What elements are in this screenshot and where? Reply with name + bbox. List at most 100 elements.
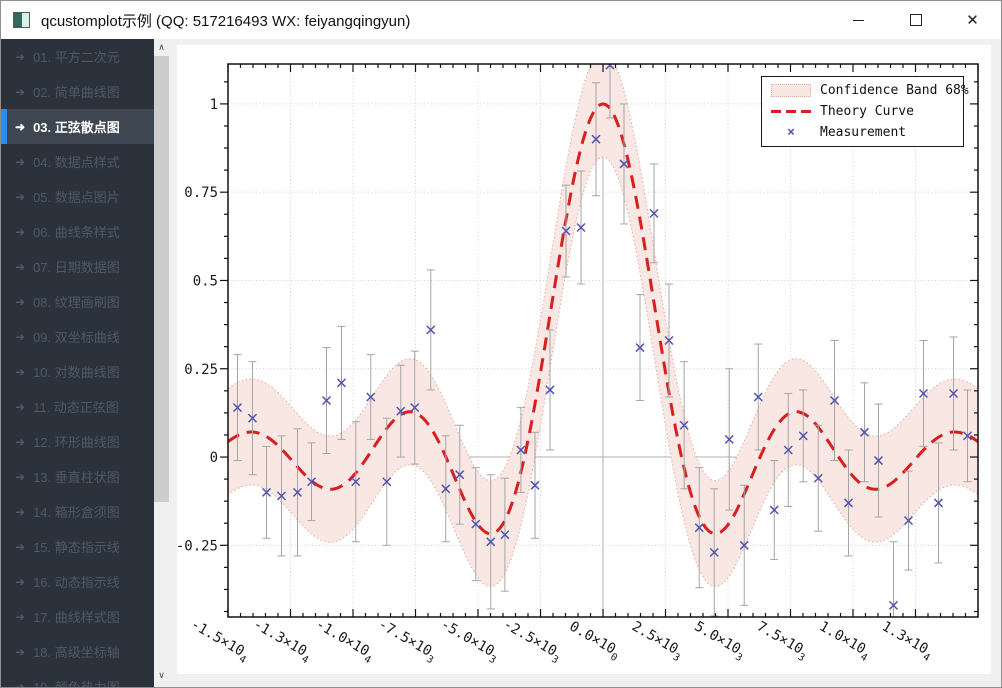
svg-text:0.0×100: 0.0×100 <box>564 618 623 664</box>
arrow-icon: ➜ <box>15 84 26 99</box>
minimize-button[interactable] <box>830 1 887 39</box>
arrow-icon: ➜ <box>15 189 26 204</box>
legend-item-theory-curve: Theory Curve <box>762 102 963 122</box>
sidebar-item-06[interactable]: ➜ 06. 曲线条样式 <box>1 214 154 249</box>
maximize-icon <box>909 14 922 26</box>
legend-item-confidence-band: Confidence Band 68% <box>762 80 969 100</box>
sidebar-item-label: 01. 平方二次元 <box>33 50 120 65</box>
arrow-icon: ➜ <box>15 154 26 169</box>
maximize-button[interactable] <box>887 1 944 39</box>
sidebar-item-label: 19. 颜色热力图 <box>33 677 120 687</box>
sidebar-item-09[interactable]: ➜ 09. 双坐标曲线 <box>1 319 154 354</box>
sidebar-item-label: 18. 高级坐标轴 <box>33 645 120 660</box>
legend-item-measurement: × Measurement <box>787 125 907 141</box>
sidebar-scrollbar[interactable]: ∧ ∨ <box>154 39 169 687</box>
sidebar-item-01[interactable]: ➜ 01. 平方二次元 <box>1 39 154 74</box>
sidebar-item-03[interactable]: ➜ 03. 正弦散点图 <box>1 109 154 144</box>
arrow-icon: ➜ <box>15 504 26 519</box>
arrow-icon: ➜ <box>15 609 26 624</box>
scroll-up-icon[interactable]: ∧ <box>154 39 169 55</box>
svg-text:1.3×104: 1.3×104 <box>877 618 936 664</box>
arrow-icon: ➜ <box>15 259 26 274</box>
title-bar: qcustomplot示例 (QQ: 517216493 WX: feiyang… <box>1 1 1001 39</box>
sidebar-item-label: 12. 环形曲线图 <box>33 435 120 450</box>
sidebar-item-label: 06. 曲线条样式 <box>33 225 120 240</box>
sidebar: ➜ 01. 平方二次元 ➜ 02. 简单曲线图 ➜ 03. 正弦散点图 ➜ 04. 数据点样式… <box>1 39 169 687</box>
sidebar-item-label: 07. 日期数据图 <box>33 260 120 275</box>
arrow-icon: ➜ <box>15 119 26 134</box>
sidebar-item-label: 10. 对数曲线图 <box>33 365 120 380</box>
sidebar-item-label: 05. 数据点图片 <box>33 190 120 205</box>
sidebar-item-04[interactable]: ➜ 04. 数据点样式 <box>1 144 154 179</box>
svg-text:1.0×104: 1.0×104 <box>814 618 873 664</box>
scrollbar-thumb[interactable] <box>154 56 169 502</box>
sidebar-item-16[interactable]: ➜ 16. 动态指示线 <box>1 564 154 599</box>
sidebar-item-05[interactable]: ➜ 05. 数据点图片 <box>1 179 154 214</box>
svg-text:5.0×103: 5.0×103 <box>689 618 748 664</box>
close-icon: ✕ <box>966 11 979 29</box>
arrow-icon: ➜ <box>15 574 26 589</box>
svg-text:2.5×103: 2.5×103 <box>627 618 686 664</box>
svg-text:0: 0 <box>210 450 218 466</box>
sidebar-item-label: 03. 正弦散点图 <box>33 120 120 135</box>
main-area: -0.25 0 0.25 0.5 0.75 1 -1.5×104 -1.3×104 -1.0×1… <box>169 39 1001 687</box>
minimize-icon <box>853 19 864 21</box>
close-button[interactable]: ✕ <box>944 1 1001 39</box>
sidebar-item-label: 15. 静态指示线 <box>33 540 120 555</box>
sidebar-item-13[interactable]: ➜ 13. 垂直柱状图 <box>1 459 154 494</box>
sidebar-item-07[interactable]: ➜ 07. 日期数据图 <box>1 249 154 284</box>
x-marker-swatch-icon: × <box>787 125 795 141</box>
sidebar-item-label: 02. 简单曲线图 <box>33 85 120 100</box>
arrow-icon: ➜ <box>15 224 26 239</box>
svg-text:-1.5×104: -1.5×104 <box>186 616 252 666</box>
sidebar-item-12[interactable]: ➜ 12. 环形曲线图 <box>1 424 154 459</box>
sidebar-item-17[interactable]: ➜ 17. 曲线样式图 <box>1 599 154 634</box>
svg-text:-1.3×104: -1.3×104 <box>248 616 314 666</box>
window-title: qcustomplot示例 (QQ: 517216493 WX: feiyang… <box>41 13 411 30</box>
svg-text:-7.5×103: -7.5×103 <box>373 616 439 666</box>
arrow-icon: ➜ <box>15 469 26 484</box>
sidebar-item-label: 14. 箱形盒须图 <box>33 505 120 520</box>
sidebar-item-11[interactable]: ➜ 11. 动态正弦图 <box>1 389 154 424</box>
sidebar-item-label: 08. 纹理画刷图 <box>33 295 120 310</box>
sidebar-item-label: 11. 动态正弦图 <box>33 400 119 415</box>
sidebar-item-18[interactable]: ➜ 18. 高级坐标轴 <box>1 634 154 669</box>
sidebar-item-label: 16. 动态指示线 <box>33 575 120 590</box>
svg-text:-1.0×104: -1.0×104 <box>311 616 377 666</box>
app-icon <box>13 12 30 28</box>
dashed-line-swatch-icon <box>771 110 811 113</box>
svg-text:7.5×103: 7.5×103 <box>752 618 811 664</box>
sidebar-item-19[interactable]: ➜ 19. 颜色热力图 <box>1 669 154 688</box>
arrow-icon: ➜ <box>15 329 26 344</box>
arrow-icon: ➜ <box>15 679 26 688</box>
confidence-band-swatch-icon <box>771 83 811 97</box>
sidebar-item-15[interactable]: ➜ 15. 静态指示线 <box>1 529 154 564</box>
arrow-icon: ➜ <box>15 644 26 659</box>
sidebar-item-label: 04. 数据点样式 <box>33 155 120 170</box>
sidebar-item-08[interactable]: ➜ 08. 纹理画刷图 <box>1 284 154 319</box>
arrow-icon: ➜ <box>15 49 26 64</box>
sidebar-item-label: 17. 曲线样式图 <box>33 610 120 625</box>
sidebar-item-label: 13. 垂直柱状图 <box>33 470 120 485</box>
svg-text:1: 1 <box>210 97 218 113</box>
sidebar-item-label: 09. 双坐标曲线 <box>33 330 120 345</box>
arrow-icon: ➜ <box>15 294 26 309</box>
sinc-scatter-plot-canvas[interactable]: -0.25 0 0.25 0.5 0.75 1 -1.5×104-1.3×104-1.0×1… <box>177 45 991 674</box>
sidebar-menu: ➜ 01. 平方二次元 ➜ 02. 简单曲线图 ➜ 03. 正弦散点图 ➜ 04. 数据点样式… <box>1 39 154 687</box>
svg-text:0.75: 0.75 <box>184 185 218 201</box>
svg-text:0.5: 0.5 <box>193 273 218 289</box>
arrow-icon: ➜ <box>15 434 26 449</box>
scroll-down-icon[interactable]: ∨ <box>154 667 169 683</box>
svg-text:0.25: 0.25 <box>184 362 218 378</box>
plot-widget: -0.25 0 0.25 0.5 0.75 1 -1.5×104 -1.3×104 -1.0×1… <box>177 45 991 674</box>
plot-legend: Confidence Band 68% Theory Curve × Measu… <box>761 76 969 147</box>
sidebar-item-14[interactable]: ➜ 14. 箱形盒须图 <box>1 494 154 529</box>
arrow-icon: ➜ <box>15 399 26 414</box>
svg-text:-5.0×103: -5.0×103 <box>436 616 502 666</box>
sidebar-item-10[interactable]: ➜ 10. 对数曲线图 <box>1 354 154 389</box>
svg-text:-2.5×103: -2.5×103 <box>498 616 564 666</box>
arrow-icon: ➜ <box>15 364 26 379</box>
sidebar-item-02[interactable]: ➜ 02. 简单曲线图 <box>1 74 154 109</box>
svg-text:-0.25: -0.25 <box>177 538 218 554</box>
